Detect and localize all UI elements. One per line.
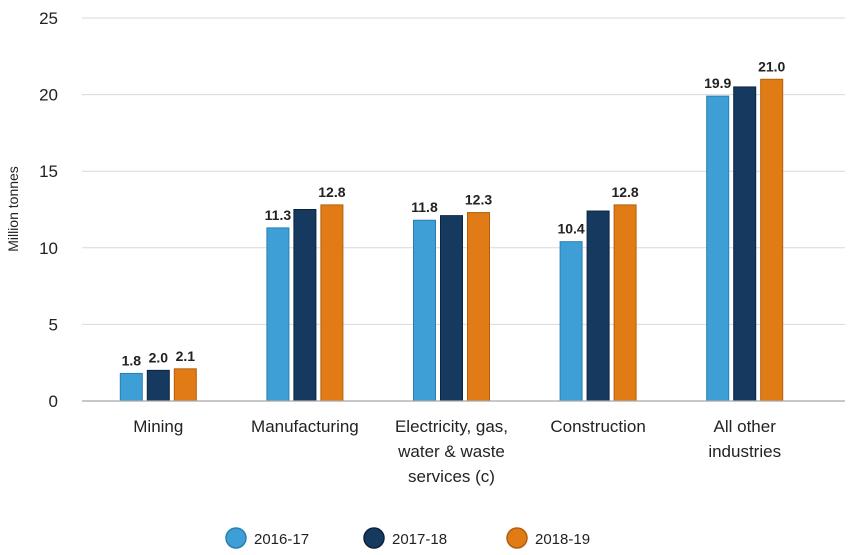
bar-2017-18-0 <box>146 369 170 402</box>
bar-2018-19-0 <box>173 368 197 402</box>
bar-2017-18-1 <box>293 209 317 402</box>
data-label: 2.1 <box>176 348 196 364</box>
legend-marker-2016-17 <box>225 527 247 549</box>
data-label: 2.0 <box>149 349 169 365</box>
data-label: 12.8 <box>611 184 638 200</box>
y-axis-label: Million tonnes <box>5 166 21 252</box>
bar-2018-19-1 <box>320 204 344 402</box>
data-label: 21.0 <box>758 58 785 74</box>
legend: 2016-17 2017-18 2018-19 <box>225 527 590 549</box>
data-label: 11.8 <box>411 199 438 215</box>
bar-2018-19-3 <box>613 204 637 402</box>
bar-2017-18-4 <box>733 86 757 402</box>
legend-marker-2018-19 <box>506 527 528 549</box>
bar-2016-17-0 <box>119 372 143 402</box>
data-label: 12.8 <box>318 184 345 200</box>
x-category-label: Mining <box>133 417 183 436</box>
x-category-label: All other industries <box>708 417 781 461</box>
data-labels: 1.8 2.0 2.1 11.3 12.8 11.8 12.3 10.4 12.8 19.9 21.… <box>122 58 786 368</box>
x-category-label: Electricity, gas, water & waste services (… <box>395 417 508 486</box>
x-category-label: Manufacturing <box>251 417 359 436</box>
gridlines <box>82 17 845 325</box>
y-tick-label: 20 <box>39 86 58 105</box>
data-label: 19.9 <box>704 75 731 91</box>
y-axis: 0 5 10 15 20 25 <box>39 9 58 411</box>
y-tick-label: 5 <box>49 315 58 334</box>
bars <box>119 78 784 402</box>
legend-label: 2018-19 <box>535 531 590 548</box>
bar-2016-17-4 <box>706 95 730 402</box>
bar-2016-17-1 <box>266 227 290 402</box>
bar-2017-18-3 <box>586 210 610 402</box>
bar-2016-17-3 <box>559 241 583 402</box>
y-tick-label: 10 <box>39 239 58 258</box>
y-tick-label: 0 <box>49 392 58 411</box>
y-tick-label: 25 <box>39 9 58 28</box>
x-axis-categories: Mining Manufacturing Electricity, gas, wate… <box>133 417 781 486</box>
data-label: 10.4 <box>557 221 584 237</box>
legend-label: 2016-17 <box>254 531 309 548</box>
bar-2016-17-2 <box>413 219 436 402</box>
data-label: 12.3 <box>465 192 492 208</box>
data-label: 11.3 <box>265 207 292 223</box>
y-tick-label: 15 <box>39 162 58 181</box>
bar-2017-18-2 <box>440 215 463 402</box>
bar-2018-19-4 <box>760 78 784 402</box>
bar-2018-19-2 <box>467 212 490 402</box>
x-category-label: Construction <box>550 417 645 436</box>
legend-marker-2017-18 <box>363 527 385 549</box>
legend-label: 2017-18 <box>392 531 447 548</box>
data-label: 1.8 <box>122 352 142 368</box>
